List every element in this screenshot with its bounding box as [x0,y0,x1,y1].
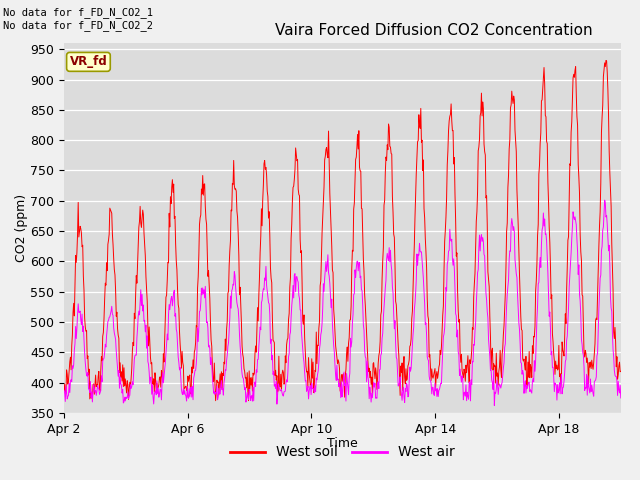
Text: VR_fd: VR_fd [70,55,108,68]
Y-axis label: CO2 (ppm): CO2 (ppm) [15,194,28,262]
X-axis label: Time: Time [327,437,358,450]
Text: Vaira Forced Diffusion CO2 Concentration: Vaira Forced Diffusion CO2 Concentration [275,23,593,38]
Legend: West soil, West air: West soil, West air [225,440,460,465]
Text: No data for f_FD_N_CO2_1
No data for f_FD_N_CO2_2: No data for f_FD_N_CO2_1 No data for f_F… [3,7,153,31]
